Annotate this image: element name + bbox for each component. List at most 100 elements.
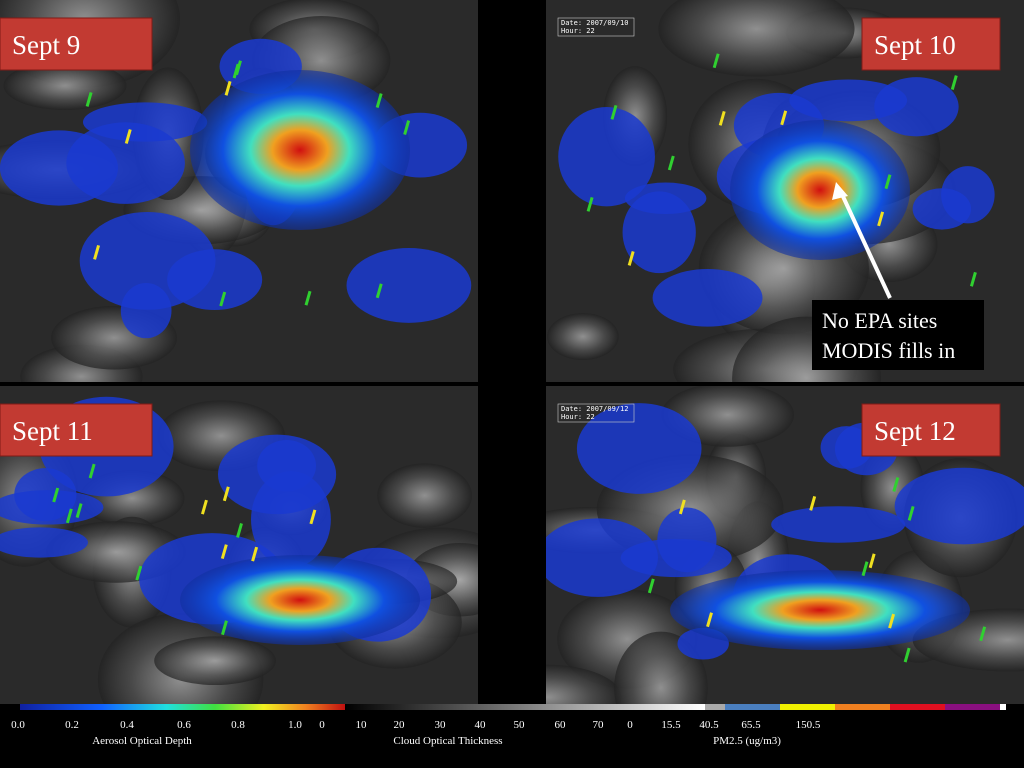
pm-site [950,75,958,90]
colorbar-tick-label: 20 [394,719,406,731]
annotation-text: MODIS fills in [822,338,955,363]
cloud [658,0,855,77]
pm-site [868,553,876,569]
aod-area [912,188,972,230]
panel-label: Sept 10 [874,30,956,60]
map-panel: Sept 11 [0,386,478,704]
aod-area [14,468,77,521]
pm-site [809,495,817,511]
colorbar-tick-label: 40 [475,719,487,731]
stamp-box [557,403,635,423]
aod-bar [20,704,345,710]
pm-site [304,290,312,306]
pm-site [85,92,93,107]
pm-bar [890,704,945,710]
stamp-text: Date: 2007/09/10 [561,19,628,27]
map-panel: Sept 9 [0,0,478,382]
pm-bar [725,704,780,710]
arrow [838,189,892,299]
panel-label: Sept 9 [12,30,80,60]
colorbar-tick-label: 10 [356,719,368,731]
aod-area [0,527,88,558]
pm-site [888,613,896,629]
pm-site [251,546,259,562]
pm-site [892,477,900,492]
pm-site [375,93,383,108]
pm-site [877,211,885,227]
pm-site [884,174,892,190]
stamp-text: Date: 2007/09/12 [561,405,628,413]
pm-bar [780,704,835,710]
pm-site [903,647,911,663]
pm-site [75,503,83,518]
smoke-plume [190,70,410,230]
pm-site [979,626,987,642]
pm-site [678,499,686,515]
pm-site [124,129,132,144]
stamp-box [557,17,635,37]
aod-area [346,248,472,323]
pm-site [647,578,655,594]
pm-bar [705,704,725,710]
aod-area [657,507,717,573]
cloud [154,636,276,686]
colorbar-tick-label: 1.0 [288,719,302,731]
colorbar-tick-label: 30 [435,719,447,731]
cloud [3,61,127,111]
panel-label-box [0,403,153,457]
colorbars: 0.0 0.2 0.4 0.6 0.8 1.0 0 10 20 30 40 50 60 70 0 15.5 40… [11,704,1006,747]
colorbar-tick-label: 0 [319,719,325,731]
pm-site [219,291,227,307]
colorbar-tick-label: 0.4 [120,719,134,731]
colorbar-tick-label: 70 [593,719,605,731]
pm-site [224,80,232,96]
pm-bar [945,704,1000,710]
smoke-plume [180,555,420,645]
aod-area [622,191,696,274]
pm-site [93,244,101,260]
pm-site [135,565,143,581]
pm-site [220,544,228,560]
panel-label-box [861,403,1001,457]
aod-area [558,107,655,207]
smoke-plume [670,570,970,650]
aod-area [120,282,172,339]
colorbar-tick-label: 0.8 [231,719,245,731]
pm-bar [1000,704,1006,710]
stamp-text: Hour: 22 [561,27,595,35]
annotation-box [812,300,984,370]
cloud-bar [345,704,705,710]
aod-area [652,268,763,327]
pm-site [65,508,73,524]
pm-site [667,155,675,171]
colorbar-title: PM2.5 (ug/m3) [713,735,781,747]
pm-site [309,509,317,525]
pm-site [718,110,726,126]
pm-bar [835,704,890,710]
annotation-text: No EPA sites [822,308,937,333]
smoke-plume [730,120,910,260]
aod-area [894,467,1024,545]
pm-site [861,561,869,577]
panel-label-box [0,17,153,71]
annotation: No EPA sites MODIS fills in [812,182,984,370]
pm-site [586,196,594,212]
pm-site [222,486,230,502]
colorbar-tick-label: 0.2 [65,719,79,731]
pm-site [706,612,713,628]
aod-area [79,211,216,310]
colorbar-title: Aerosol Optical Depth [92,735,192,747]
aod-area [217,434,337,515]
aod-area [546,518,658,597]
panel-label: Sept 12 [874,416,956,446]
pm-site [907,505,915,521]
pm-site [232,63,240,79]
pm-site [375,283,383,299]
pm-site [236,523,243,538]
colorbar-tick-label: 50 [514,719,526,731]
stamp-text: Hour: 22 [561,413,595,421]
